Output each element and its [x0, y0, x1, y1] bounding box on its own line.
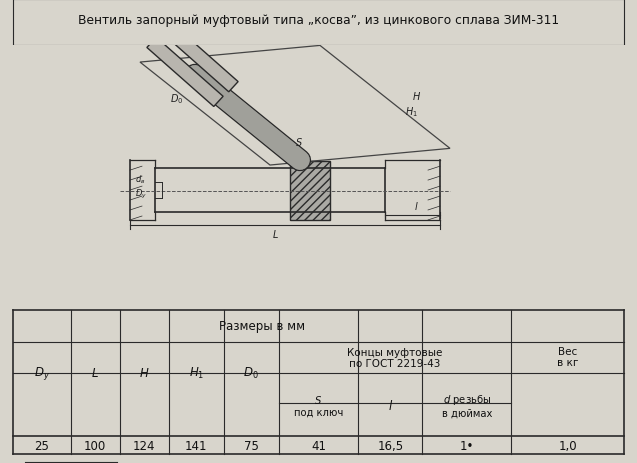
- Text: $L$: $L$: [91, 366, 99, 379]
- Text: $H$: $H$: [412, 90, 421, 102]
- Text: $l$: $l$: [413, 200, 419, 212]
- Text: $S$: $S$: [295, 136, 303, 148]
- Text: $d$ резьбы
в дюймах: $d$ резьбы в дюймах: [441, 392, 492, 418]
- Text: $l$: $l$: [388, 398, 393, 412]
- Text: $D_0$: $D_0$: [243, 365, 259, 380]
- Text: Вентиль запорный муфтовый типа „косва”, из цинкового сплава ЗИМ-311: Вентиль запорный муфтовый типа „косва”, …: [78, 14, 559, 27]
- Text: 1,0: 1,0: [559, 438, 577, 451]
- Text: 100: 100: [84, 438, 106, 451]
- Text: Концы муфтовые
по ГОСТ 2219-43: Концы муфтовые по ГОСТ 2219-43: [347, 347, 443, 369]
- Text: 141: 141: [185, 438, 208, 451]
- Text: $H_1$: $H_1$: [189, 365, 204, 380]
- Text: 16,5: 16,5: [377, 438, 403, 451]
- Polygon shape: [162, 24, 238, 93]
- Text: 25: 25: [34, 438, 49, 451]
- Text: $d_в$: $d_в$: [135, 173, 145, 186]
- Text: Вес
в кг: Вес в кг: [557, 346, 578, 368]
- Text: $D_y$: $D_y$: [34, 364, 50, 381]
- Text: 41: 41: [311, 438, 326, 451]
- Text: $H$: $H$: [139, 366, 150, 379]
- Polygon shape: [147, 38, 223, 107]
- Text: $H_1$: $H_1$: [405, 105, 418, 119]
- Text: 1•: 1•: [460, 438, 474, 451]
- Text: $S$
под ключ: $S$ под ключ: [294, 393, 343, 417]
- Text: Размеры в мм: Размеры в мм: [219, 319, 305, 332]
- Text: $L$: $L$: [271, 227, 278, 239]
- Text: 75: 75: [244, 438, 259, 451]
- Polygon shape: [290, 162, 330, 220]
- Text: $D_y$: $D_y$: [135, 188, 147, 200]
- Text: $D_0$: $D_0$: [170, 92, 183, 106]
- Text: 124: 124: [133, 438, 155, 451]
